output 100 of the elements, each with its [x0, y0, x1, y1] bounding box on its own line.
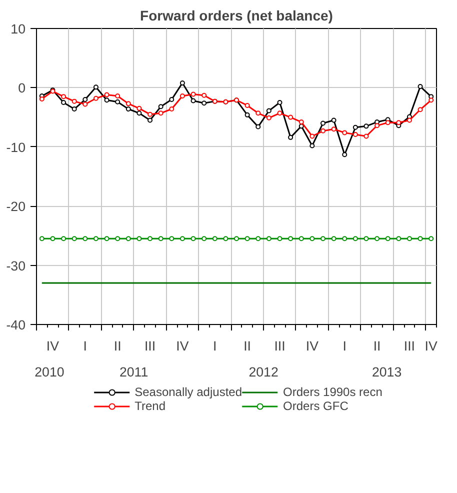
point	[244, 112, 250, 118]
point	[320, 236, 326, 242]
point	[72, 236, 77, 242]
point	[331, 126, 336, 132]
point	[39, 96, 44, 102]
point	[82, 102, 88, 107]
point	[61, 236, 66, 242]
point	[364, 236, 369, 242]
point	[331, 236, 336, 242]
point	[115, 236, 120, 242]
point	[115, 99, 120, 104]
point	[180, 93, 185, 98]
x-tick-label: II	[114, 338, 122, 354]
point	[364, 124, 369, 129]
point	[93, 84, 98, 90]
point	[428, 236, 434, 242]
point	[396, 120, 402, 126]
x2-tick-label: 2010	[34, 364, 64, 380]
x2-tick-label: 2013	[372, 364, 402, 380]
x-tick-label: IV	[46, 338, 60, 354]
point	[212, 236, 218, 242]
point	[320, 120, 326, 126]
point	[288, 236, 294, 242]
x-tick-label: II	[373, 338, 381, 354]
point	[298, 236, 304, 242]
point	[244, 236, 250, 242]
y-tick-label: -40	[6, 318, 26, 332]
x2-tick-label: 2012	[248, 364, 278, 380]
point	[352, 132, 358, 137]
point	[93, 96, 98, 101]
point	[136, 106, 142, 111]
point	[418, 107, 423, 112]
point	[266, 115, 272, 120]
y-tick-label: -30	[6, 258, 26, 274]
legend-label: Orders 1990s recn	[283, 385, 382, 399]
point	[148, 236, 153, 242]
x-tick-label: I	[83, 338, 87, 354]
point	[256, 110, 261, 116]
point	[385, 236, 390, 242]
point	[331, 118, 336, 123]
point	[169, 236, 174, 242]
legend-label: Orders GFC	[283, 399, 348, 413]
point	[190, 92, 196, 97]
point	[104, 236, 110, 242]
point	[148, 112, 153, 117]
point	[223, 236, 228, 242]
point	[364, 134, 369, 139]
point	[342, 236, 348, 242]
chart-title: Forward orders (net balance)	[140, 8, 333, 24]
point	[180, 236, 185, 242]
point	[104, 92, 110, 98]
x-tick-label: IV	[424, 338, 438, 354]
point	[406, 236, 412, 242]
point	[277, 236, 282, 242]
point	[82, 236, 88, 242]
point	[115, 93, 120, 98]
legend-label: Trend	[134, 399, 166, 413]
point	[342, 152, 348, 158]
point	[288, 134, 294, 140]
y-tick-label: 0	[18, 80, 26, 96]
point	[266, 108, 272, 114]
point	[406, 118, 412, 123]
point	[126, 101, 131, 106]
point	[158, 110, 164, 116]
point	[61, 94, 66, 100]
point	[288, 114, 294, 120]
point	[256, 236, 261, 242]
point	[352, 236, 358, 242]
point	[93, 236, 98, 242]
point	[277, 100, 282, 105]
y-tick-label: 10	[10, 22, 26, 36]
y-tick-label: -10	[6, 140, 26, 155]
point	[428, 98, 434, 103]
point	[126, 106, 131, 112]
point	[136, 110, 142, 116]
point	[202, 236, 207, 242]
point	[234, 236, 239, 242]
point	[50, 236, 56, 242]
x-tick-label: III	[274, 338, 286, 354]
point	[158, 236, 164, 242]
point	[202, 100, 207, 106]
point	[352, 124, 358, 130]
x-tick-label: II	[244, 338, 252, 354]
x-tick-label: IV	[306, 338, 319, 354]
x-tick-label: III	[144, 338, 156, 354]
point	[126, 236, 131, 242]
point	[158, 104, 164, 110]
point	[385, 120, 390, 126]
point	[298, 120, 304, 125]
point	[310, 134, 315, 139]
legend-label: Seasonally adjusted	[134, 385, 242, 399]
point	[39, 236, 44, 242]
point	[61, 100, 66, 105]
x-tick-label: III	[404, 338, 416, 354]
point	[418, 84, 423, 90]
point	[190, 98, 196, 104]
point	[180, 80, 185, 86]
x-tick-label: I	[213, 338, 217, 354]
point	[190, 236, 196, 242]
point	[104, 98, 110, 103]
